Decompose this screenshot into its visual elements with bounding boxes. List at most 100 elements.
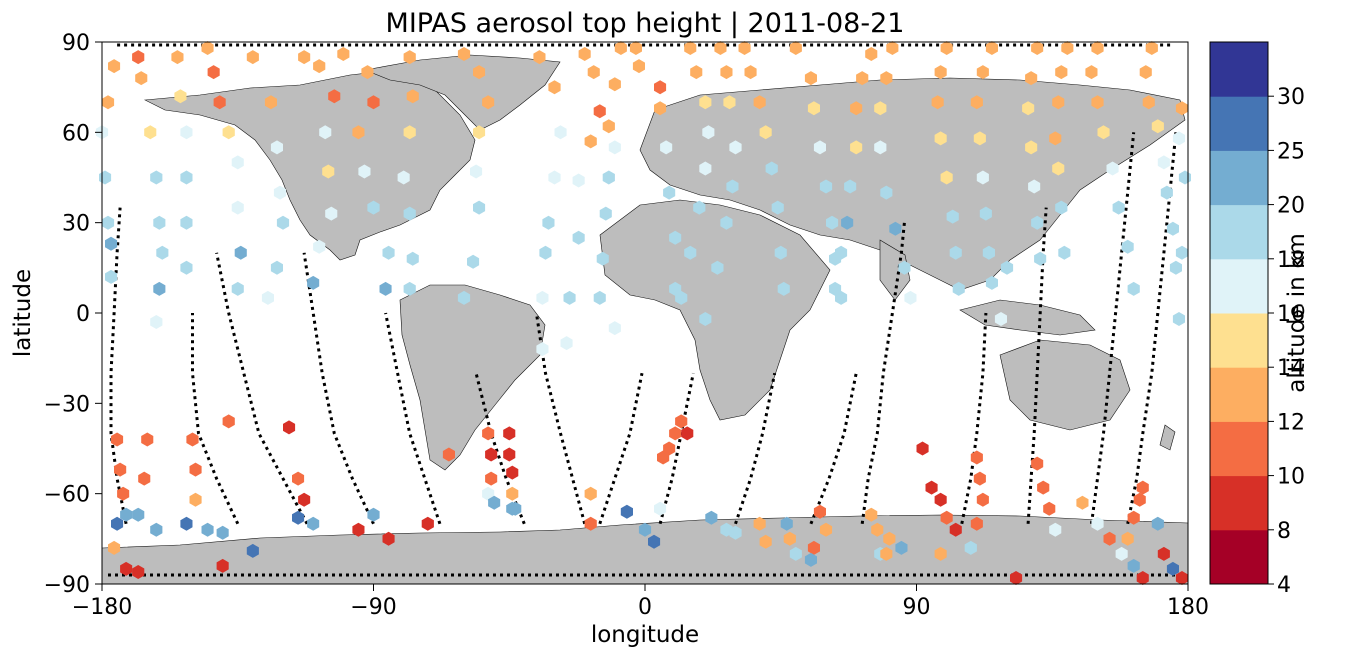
aerosol-point bbox=[264, 95, 277, 110]
aerosol-point bbox=[1049, 522, 1062, 537]
y-tick-label: 30 bbox=[62, 212, 90, 237]
aerosol-point bbox=[675, 290, 688, 305]
aerosol-point bbox=[711, 260, 724, 275]
aerosol-point bbox=[753, 95, 766, 110]
aerosol-point bbox=[201, 41, 214, 55]
aerosol-point bbox=[283, 420, 296, 435]
aerosol-point bbox=[298, 50, 311, 65]
aerosol-points bbox=[95, 41, 1191, 585]
aerosol-point bbox=[880, 546, 893, 561]
y-tick-label: −60 bbox=[44, 483, 90, 508]
landmass-africa bbox=[599, 199, 831, 421]
aerosol-point bbox=[753, 516, 766, 531]
aerosol-point bbox=[871, 522, 884, 537]
aerosol-point bbox=[904, 290, 917, 305]
aerosol-point bbox=[663, 441, 676, 456]
aerosol-point bbox=[467, 254, 480, 269]
y-tick-label: 0 bbox=[76, 302, 90, 327]
aerosol-point bbox=[693, 200, 706, 215]
aerosol-point bbox=[1142, 95, 1155, 110]
aerosol-point bbox=[273, 185, 286, 200]
colorbar-bin bbox=[1210, 529, 1268, 585]
colorbar-tick-label: 30 bbox=[1277, 85, 1305, 110]
aerosol-point bbox=[473, 200, 486, 215]
aerosol-point bbox=[379, 281, 392, 296]
aerosol-point bbox=[1157, 546, 1170, 561]
aerosol-point bbox=[1049, 131, 1062, 146]
aerosol-point bbox=[201, 522, 214, 537]
aerosol-point bbox=[382, 531, 395, 546]
aerosol-point bbox=[648, 534, 661, 549]
aerosol-point bbox=[949, 522, 962, 537]
aerosol-point bbox=[675, 414, 688, 429]
aerosol-point bbox=[593, 290, 606, 305]
colorbar-tick-label: 4 bbox=[1277, 573, 1291, 598]
aerosol-point bbox=[602, 170, 615, 185]
aerosol-point bbox=[120, 507, 133, 522]
aerosol-point bbox=[850, 140, 863, 155]
aerosol-point bbox=[536, 342, 549, 357]
aerosol-point bbox=[976, 65, 989, 80]
aerosol-point bbox=[669, 426, 682, 441]
aerosol-point bbox=[629, 41, 642, 55]
aerosol-point bbox=[554, 125, 567, 140]
aerosol-point bbox=[835, 290, 848, 305]
aerosol-point bbox=[813, 504, 826, 519]
orbit-track-11 bbox=[809, 372, 858, 525]
aerosol-point bbox=[593, 104, 606, 119]
x-tick-label: 90 bbox=[903, 595, 931, 620]
orbit-track-8 bbox=[598, 372, 644, 525]
aerosol-point bbox=[949, 245, 962, 260]
aerosol-point bbox=[216, 525, 229, 540]
aerosol-point bbox=[850, 101, 863, 116]
aerosol-point bbox=[270, 140, 283, 155]
aerosol-point bbox=[783, 531, 796, 546]
aerosol-point bbox=[470, 164, 483, 179]
aerosol-point bbox=[657, 450, 670, 465]
aerosol-point bbox=[108, 540, 121, 555]
aerosol-point bbox=[765, 161, 778, 176]
aerosol-point bbox=[1175, 101, 1188, 116]
aerosol-point bbox=[457, 290, 471, 305]
aerosol-point bbox=[319, 125, 332, 140]
aerosol-point bbox=[222, 125, 235, 140]
colorbar-bin bbox=[1210, 204, 1268, 260]
aerosol-point bbox=[1043, 501, 1056, 516]
y-tick-label: −30 bbox=[44, 392, 90, 417]
aerosol-point bbox=[702, 125, 715, 140]
aerosol-point bbox=[1052, 161, 1065, 176]
aerosol-point bbox=[771, 200, 784, 215]
aerosol-point bbox=[1172, 131, 1185, 146]
aerosol-point bbox=[684, 41, 697, 55]
aerosol-point bbox=[1055, 65, 1068, 80]
aerosol-point bbox=[970, 95, 983, 110]
orbit-track-16 bbox=[1126, 132, 1178, 525]
aerosol-point bbox=[729, 140, 742, 155]
aerosol-point bbox=[135, 71, 148, 86]
aerosol-point bbox=[180, 215, 193, 230]
aerosol-point bbox=[819, 522, 833, 537]
aerosol-point bbox=[865, 47, 878, 61]
y-axis: 90 60 30 0 −30 −60 −90 bbox=[44, 31, 102, 598]
aerosol-point bbox=[1031, 456, 1044, 471]
aerosol-point bbox=[729, 525, 742, 540]
aerosol-point bbox=[1097, 125, 1110, 140]
aerosol-point bbox=[189, 492, 202, 507]
colorbar-tick-label: 25 bbox=[1277, 139, 1305, 164]
aerosol-point bbox=[804, 552, 817, 567]
aerosol-point bbox=[584, 486, 597, 501]
y-axis-label: latitude bbox=[10, 269, 36, 357]
aerosol-point bbox=[976, 170, 989, 185]
aerosol-point bbox=[246, 543, 259, 558]
aerosol-point bbox=[699, 312, 712, 326]
aerosol-point bbox=[1175, 245, 1188, 260]
aerosol-point bbox=[714, 41, 727, 55]
aerosol-point bbox=[153, 281, 166, 296]
aerosol-point bbox=[246, 50, 259, 65]
aerosol-point bbox=[572, 173, 585, 188]
aerosol-point bbox=[889, 221, 902, 236]
aerosol-point bbox=[180, 516, 193, 531]
x-axis-label: longitude bbox=[591, 622, 699, 648]
aerosol-point bbox=[105, 269, 118, 284]
aerosol-point bbox=[150, 315, 163, 329]
